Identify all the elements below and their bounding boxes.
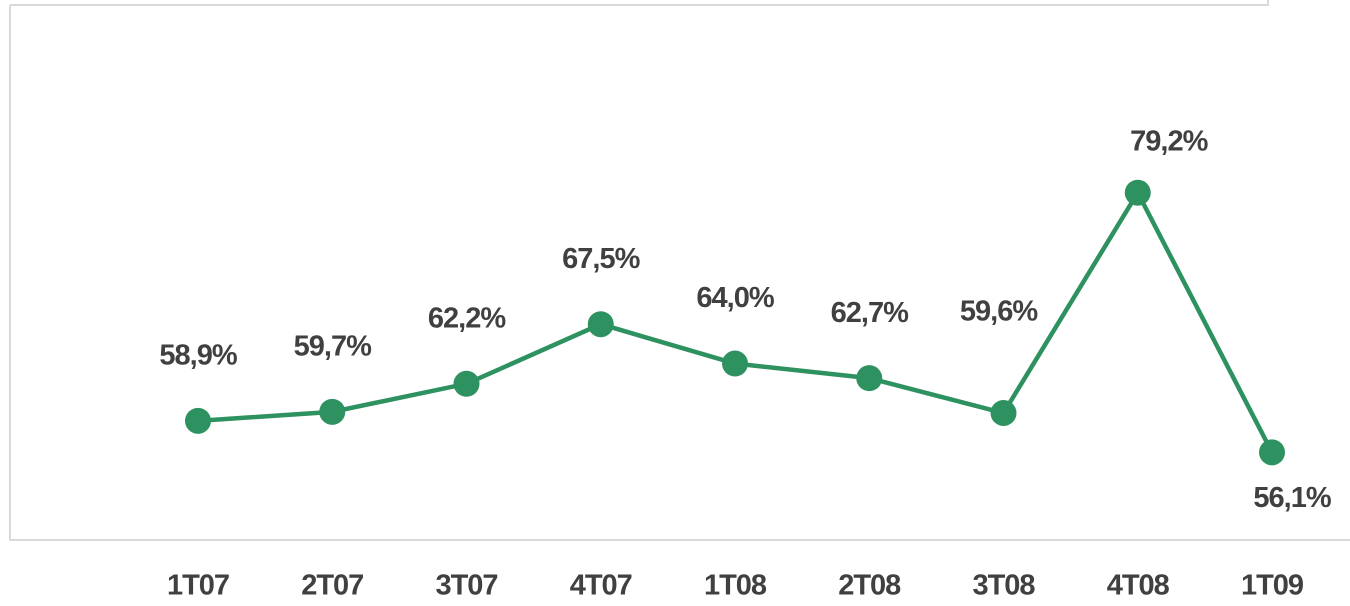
point <box>1124 179 1151 206</box>
point <box>587 311 614 338</box>
point <box>319 398 346 425</box>
data-label: 62,7% <box>831 297 909 329</box>
data-label: 59,7% <box>294 331 372 363</box>
x-tick-label: 1T07 <box>167 570 229 602</box>
point <box>856 365 883 392</box>
point <box>453 370 480 397</box>
x-tick-label: 1T09 <box>1241 570 1304 602</box>
x-tick-label: 1T08 <box>704 570 767 602</box>
point <box>722 350 748 377</box>
point <box>1259 439 1285 466</box>
plot-frame <box>9 0 1350 541</box>
x-tick-label: 2T08 <box>838 570 901 602</box>
point <box>990 399 1017 426</box>
line <box>197 188 1274 454</box>
x-tick-label: 2T07 <box>301 570 363 602</box>
data-label: 56,1% <box>1253 482 1331 514</box>
data-label: 64,0% <box>696 282 774 314</box>
data-label: 62,2% <box>428 302 506 334</box>
x-tick-label: 4T08 <box>1107 570 1170 602</box>
data-label: 58,9% <box>159 340 237 372</box>
data-label: 67,5% <box>562 243 640 275</box>
data-label: 79,2% <box>1130 125 1208 157</box>
x-tick-label: 3T07 <box>435 570 497 602</box>
data-label: 59,6% <box>960 296 1038 328</box>
point <box>185 407 211 434</box>
x-tick-label: 3T08 <box>972 570 1035 602</box>
x-tick-label: 4T07 <box>570 570 632 602</box>
